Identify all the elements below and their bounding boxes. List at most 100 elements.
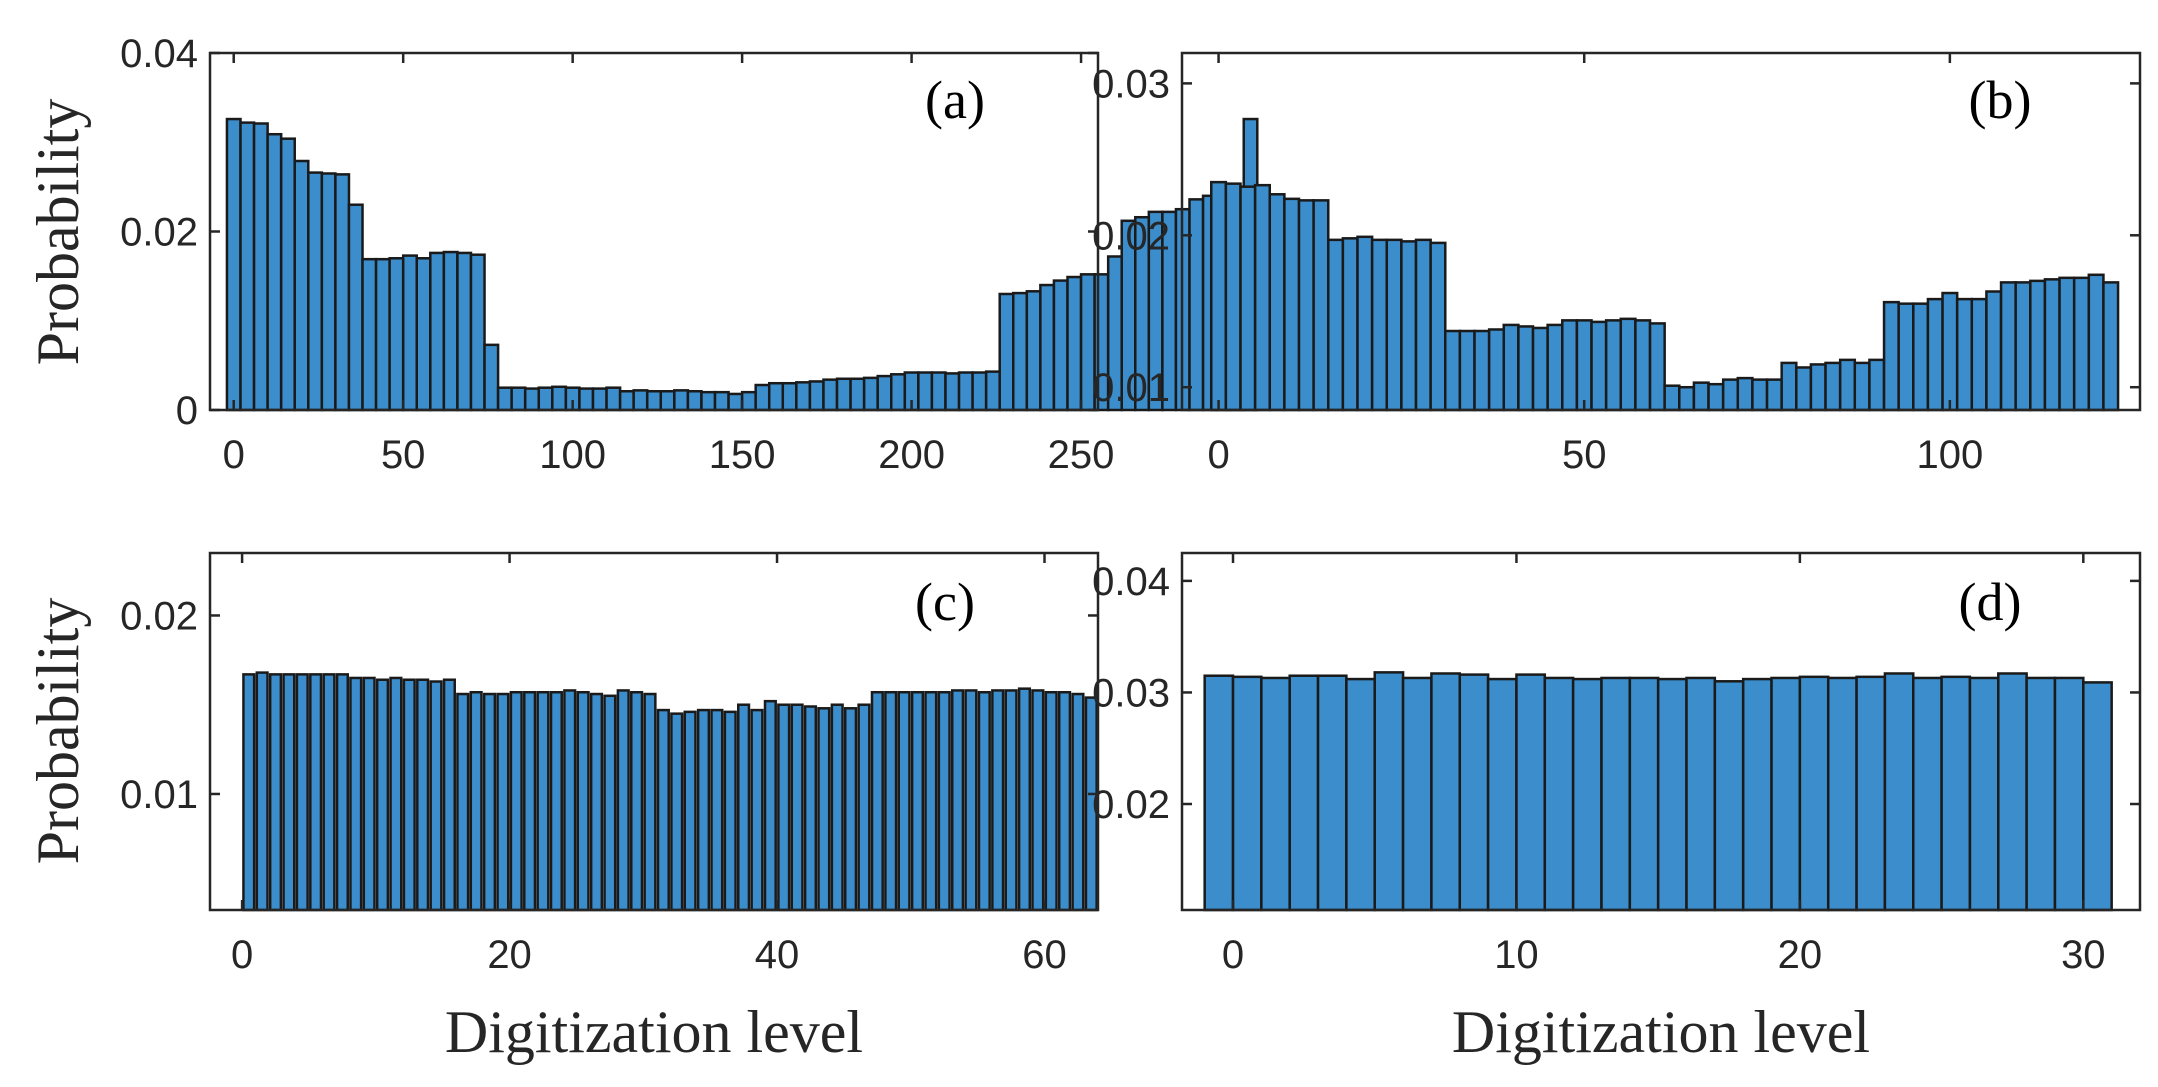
bar-b-29 <box>1634 319 1652 412</box>
bar-c-45 <box>843 707 858 912</box>
bar-b-40 <box>1795 366 1813 412</box>
bar-d-15 <box>1628 676 1660 912</box>
axes-frame-a <box>208 51 1100 412</box>
bar-d-1 <box>1231 675 1263 912</box>
bar-b-22 <box>1531 326 1549 412</box>
bar-a-34 <box>686 390 703 412</box>
bar-a-17 <box>456 251 473 412</box>
x-tick-label-c-2: 40 <box>755 933 800 977</box>
bar-a-53 <box>944 372 961 412</box>
bar-a-7 <box>320 172 337 412</box>
bar-a-30 <box>632 389 649 412</box>
bar-b-5 <box>1283 197 1301 412</box>
y-tick-label-c-0: 0.01 <box>120 773 198 817</box>
bar-c-16 <box>456 692 470 912</box>
x-tick-label-b-0: 0 <box>1207 433 1229 477</box>
bar-a-48 <box>876 374 893 412</box>
bar-c-23 <box>549 690 563 912</box>
x-axis-title-d: Digitization level <box>1452 999 1870 1065</box>
panel-b: 0 50 100 0.01 0.02 0.03 (b) <box>1092 51 2142 477</box>
bar-a-11 <box>374 257 391 412</box>
bar-c-22 <box>536 690 550 912</box>
bar-a-0 <box>225 117 242 412</box>
bar-c-30 <box>643 692 657 912</box>
bars-c <box>242 671 1098 912</box>
bar-a-19 <box>483 343 500 412</box>
bar-c-28 <box>616 689 630 912</box>
bar-d-0 <box>1203 674 1235 912</box>
bar-c-43 <box>817 707 831 912</box>
panel-label-d: (d) <box>1959 572 2022 632</box>
x-tick-label-a-0: 0 <box>223 433 245 477</box>
bar-b-48 <box>1912 302 1930 412</box>
bar-a-54 <box>957 371 974 412</box>
bar-b-42 <box>1824 361 1842 412</box>
x-tick-label-d-2: 20 <box>1778 933 1823 977</box>
bar-a-47 <box>862 376 879 412</box>
bar-b-31 <box>1663 384 1681 412</box>
y-tick-label-a-2: 0.04 <box>120 32 198 76</box>
bar-d-28 <box>1997 672 2028 912</box>
bar-b-47 <box>1897 302 1915 412</box>
bar-b-8 <box>1327 238 1345 412</box>
bar-b-46 <box>1882 300 1900 412</box>
bar-b-16 <box>1444 329 1462 412</box>
y-tick-label-d-2: 0.04 <box>1092 560 1170 604</box>
bar-d-24 <box>1883 672 1915 912</box>
panel-a: 0 50 100 150 200 250 0 0.02 0.04 (a) Probability <box>25 32 1259 477</box>
bar-d-22 <box>1826 676 1858 912</box>
panel-label-b: (b) <box>1969 70 2032 130</box>
bar-c-56 <box>991 689 1005 912</box>
bar-a-61 <box>1052 279 1069 412</box>
bar-c-1 <box>255 671 269 912</box>
bar-b-33 <box>1692 381 1710 412</box>
bar-a-31 <box>645 390 663 412</box>
bar-a-51 <box>917 371 934 412</box>
y-tick-label-a-1: 0.02 <box>120 211 198 255</box>
bar-a-14 <box>415 257 432 412</box>
bar-b-10 <box>1356 235 1374 412</box>
bar-d-4 <box>1316 674 1348 912</box>
bar-c-8 <box>349 676 363 912</box>
bar-b-32 <box>1678 385 1696 412</box>
bar-c-44 <box>830 703 844 912</box>
bar-d-29 <box>2025 676 2057 912</box>
bar-d-9 <box>1458 673 1490 912</box>
bar-c-26 <box>589 692 604 912</box>
bar-a-38 <box>740 390 757 412</box>
bar-c-35 <box>710 708 724 912</box>
bar-d-12 <box>1543 676 1575 912</box>
bar-a-60 <box>1039 283 1056 412</box>
bar-d-27 <box>1968 676 2000 912</box>
bar-d-5 <box>1345 677 1376 912</box>
bars-d <box>1203 671 2113 912</box>
y-tick-label-c-1: 0.02 <box>120 594 198 638</box>
y-tick-label-b-0: 0.01 <box>1092 366 1170 410</box>
bar-b-34 <box>1707 382 1725 412</box>
ticks-c: 0 20 40 60 0.01 0.02 <box>120 553 1098 977</box>
bar-a-26 <box>578 387 595 412</box>
bar-b-21 <box>1517 325 1535 412</box>
panel-c: 0 20 40 60 0.01 0.02 (c) Probability Digitiza… <box>25 551 1100 1065</box>
bar-c-3 <box>282 673 296 912</box>
bar-a-55 <box>971 371 988 412</box>
bar-d-19 <box>1741 677 1773 912</box>
bar-d-7 <box>1401 676 1433 912</box>
bar-c-60 <box>1044 690 1058 912</box>
bar-b-52 <box>1970 297 1988 412</box>
x-tick-label-a-3: 150 <box>709 433 776 477</box>
bar-b-4 <box>1268 193 1286 412</box>
bar-a-23 <box>537 386 554 412</box>
bar-a-1 <box>239 121 256 412</box>
bar-c-12 <box>402 678 416 912</box>
bar-a-4 <box>279 137 296 412</box>
bar-c-59 <box>1031 689 1045 912</box>
bar-a-15 <box>429 251 446 412</box>
y-axis-title-c: Probability <box>25 598 91 865</box>
x-tick-label-a-1: 50 <box>381 433 426 477</box>
bar-a-5 <box>293 159 310 412</box>
bar-b-53 <box>1985 290 2003 412</box>
bar-c-4 <box>295 673 309 912</box>
bar-a-20 <box>496 386 513 412</box>
bar-a-8 <box>334 173 351 412</box>
